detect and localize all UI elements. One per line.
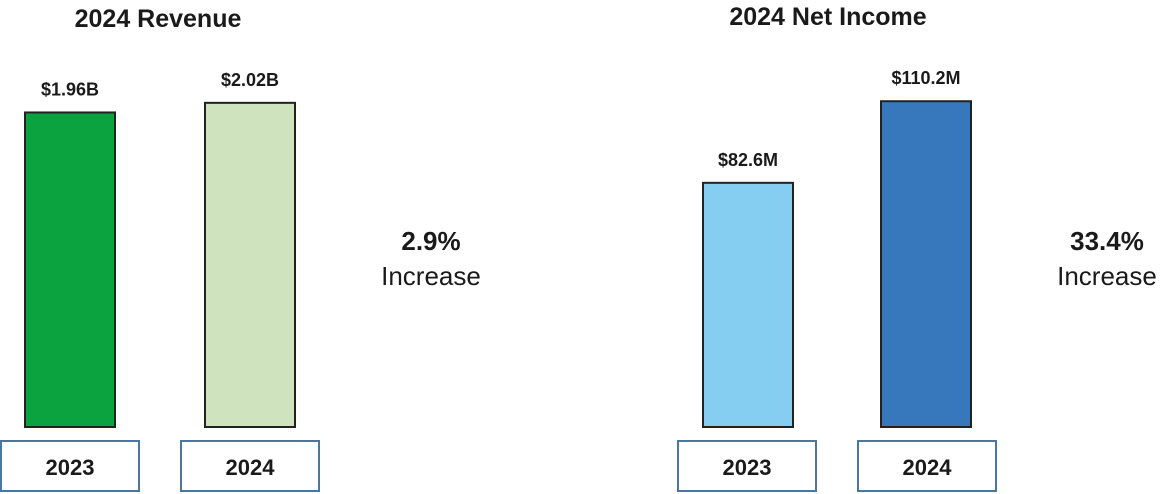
net-income-change-value: 33.4% [1070,226,1144,256]
net-income-category-label-2023: 2023 [723,455,772,480]
revenue-chart: 2024 Revenue $1.96B 2023 $2.02B 2024 2.9% I… [0,5,481,492]
revenue-change-value: 2.9% [401,226,460,256]
net-income-category-box-2023 [677,440,817,492]
revenue-change-label: Increase [381,261,481,291]
revenue-category-box-2024 [180,440,320,492]
revenue-data-label-2024: $2.02B [221,70,279,90]
revenue-category-box-2023 [0,440,140,492]
net-income-data-label-2023: $82.6M [718,150,778,170]
revenue-category-label-2023: 2023 [46,455,95,480]
revenue-chart-title: 2024 Revenue [75,5,242,33]
net-income-chart-title: 2024 Net Income [729,3,926,31]
net-income-bar-2024 [880,100,972,428]
revenue-bar-2024 [204,101,296,428]
net-income-data-label-2024: $110.2M [891,68,960,88]
net-income-category-box-2024 [857,440,997,492]
net-income-category-label-2024: 2024 [903,455,953,480]
revenue-category-label-2024: 2024 [226,455,276,480]
net-income-change-label: Increase [1057,261,1157,291]
revenue-bars: $1.96B 2023 $2.02B 2024 [0,70,320,492]
net-income-bars: $82.6M 2023 $110.2M 2024 [677,68,997,492]
net-income-bar-2023 [702,181,794,428]
revenue-data-label-2023: $1.96B [41,79,99,99]
net-income-chart: 2024 Net Income $82.6M 2023 $110.2M 2024 33… [677,3,1157,492]
revenue-bar-2023 [24,111,116,428]
